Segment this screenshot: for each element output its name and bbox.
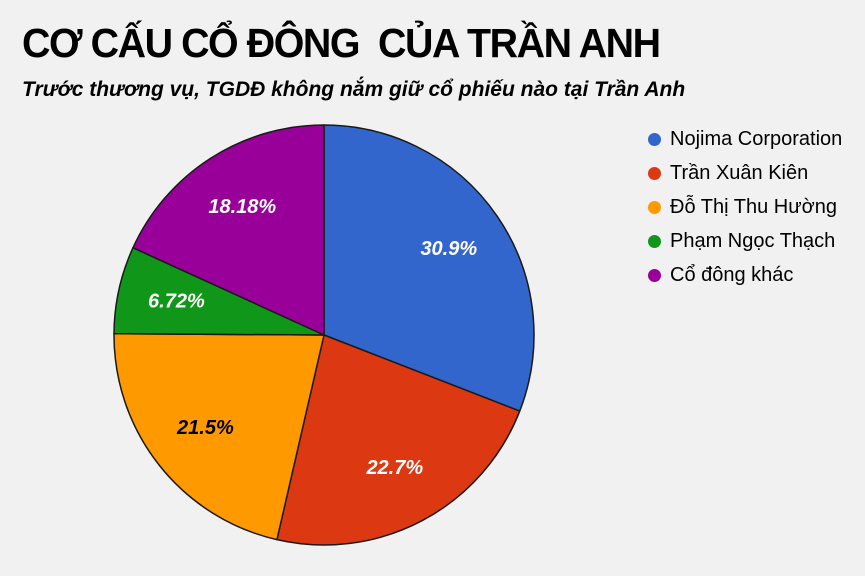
- legend-label: Phạm Ngọc Thạch: [670, 229, 836, 252]
- pie-slice-0: [323, 124, 535, 412]
- legend-item-pham-ngoc-thach: Phạm Ngọc Thạch: [645, 224, 842, 258]
- legend-label: Đỗ Thị Thu Hường: [670, 195, 837, 218]
- pie-slice-label-1: 22.7%: [365, 457, 423, 479]
- legend-swatch-icon: [648, 234, 661, 248]
- pie-slice-label-2: 21.5%: [176, 417, 234, 439]
- legend-label: Nojima Corporation: [670, 127, 843, 150]
- pie-slice-label-4: 18.18%: [208, 196, 276, 218]
- chart-subtitle: Trước thương vụ, TGDĐ không nắm giữ cổ p…: [22, 78, 686, 101]
- legend-item-co-dong-khac: Cổ đông khác: [645, 258, 842, 292]
- legend: Nojima Corporation Trần Xuân Kiên Đỗ Thị…: [645, 122, 842, 292]
- chart-title: CƠ CẤU CỔ ĐÔNG CỦA TRẦN ANH: [22, 20, 661, 66]
- pie-slice-4: [132, 124, 325, 336]
- legend-swatch-icon: [648, 132, 661, 146]
- pie-slice-label-3: 6.72%: [148, 291, 205, 313]
- legend-item-tran-xuan-kien: Trần Xuân Kiên: [645, 156, 842, 190]
- pie-slice-2: [113, 332, 325, 541]
- legend-item-do-thi-thu-huong: Đỗ Thị Thu Hường: [645, 190, 842, 224]
- legend-swatch-icon: [648, 200, 661, 214]
- legend-swatch-icon: [648, 166, 661, 180]
- legend-label: Trần Xuân Kiên: [670, 161, 809, 184]
- pie-slice-1: [276, 334, 521, 546]
- pie-slice-label-0: 30.9%: [420, 238, 477, 260]
- legend-item-nojima-corporation: Nojima Corporation: [645, 122, 842, 156]
- legend-label: Cổ đông khác: [670, 263, 794, 286]
- legend-swatch-icon: [648, 268, 661, 282]
